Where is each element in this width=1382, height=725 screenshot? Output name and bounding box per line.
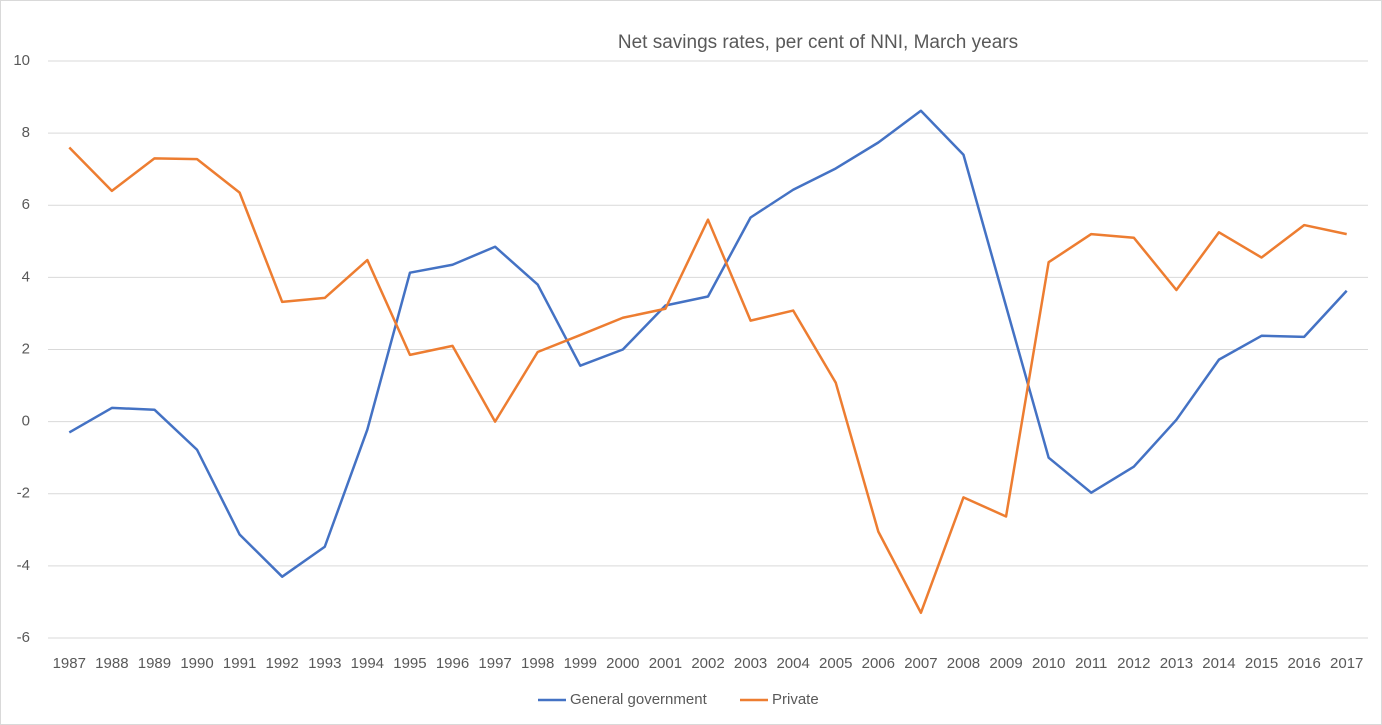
x-tick-label: 1993 bbox=[308, 655, 341, 672]
y-tick-label: 4 bbox=[22, 268, 30, 285]
x-tick-label: 1998 bbox=[521, 655, 554, 672]
x-tick-label: 1994 bbox=[351, 655, 384, 672]
x-tick-label: 1995 bbox=[393, 655, 426, 672]
x-tick-label: 2005 bbox=[819, 655, 852, 672]
x-tick-label: 2017 bbox=[1330, 655, 1363, 672]
legend-label: Private bbox=[772, 691, 819, 708]
x-tick-label: 2004 bbox=[776, 655, 809, 672]
x-tick-label: 2013 bbox=[1160, 655, 1193, 672]
x-tick-label: 1996 bbox=[436, 655, 469, 672]
y-tick-label: -2 bbox=[17, 485, 30, 502]
x-tick-label: 2007 bbox=[904, 655, 937, 672]
x-tick-label: 1987 bbox=[53, 655, 86, 672]
chart-title: Net savings rates, per cent of NNI, Marc… bbox=[618, 32, 1018, 53]
y-tick-label: 8 bbox=[22, 124, 30, 141]
x-tick-label: 2014 bbox=[1202, 655, 1235, 672]
x-tick-label: 2012 bbox=[1117, 655, 1150, 672]
x-tick-label: 2006 bbox=[862, 655, 895, 672]
x-tick-label: 2016 bbox=[1287, 655, 1320, 672]
y-tick-label: 0 bbox=[22, 413, 30, 430]
series-line bbox=[68, 109, 1348, 578]
y-tick-label: -4 bbox=[17, 557, 30, 574]
x-tick-label: 2002 bbox=[691, 655, 724, 672]
x-tick-label: 1992 bbox=[266, 655, 299, 672]
x-tick-label: 2011 bbox=[1075, 655, 1107, 672]
x-tick-label: 2008 bbox=[947, 655, 980, 672]
x-tick-label: 2010 bbox=[1032, 655, 1065, 672]
x-tick-label: 2001 bbox=[649, 655, 682, 672]
y-tick-label: 6 bbox=[22, 196, 30, 213]
x-tick-label: 1988 bbox=[95, 655, 128, 672]
y-tick-label: -6 bbox=[17, 629, 30, 646]
x-tick-label: 2003 bbox=[734, 655, 767, 672]
y-tick-label: 10 bbox=[13, 52, 30, 69]
series-line bbox=[68, 146, 1347, 615]
x-tick-label: 2009 bbox=[989, 655, 1022, 672]
y-tick-label: 2 bbox=[22, 340, 30, 357]
x-tick-label: 1991 bbox=[223, 655, 256, 672]
x-tick-label: 1990 bbox=[180, 655, 213, 672]
x-tick-label: 1989 bbox=[138, 655, 171, 672]
legend-label: General government bbox=[570, 691, 708, 708]
x-tick-label: 1997 bbox=[478, 655, 511, 672]
x-tick-label: 1999 bbox=[564, 655, 597, 672]
x-tick-label: 2015 bbox=[1245, 655, 1278, 672]
x-tick-label: 2000 bbox=[606, 655, 639, 672]
